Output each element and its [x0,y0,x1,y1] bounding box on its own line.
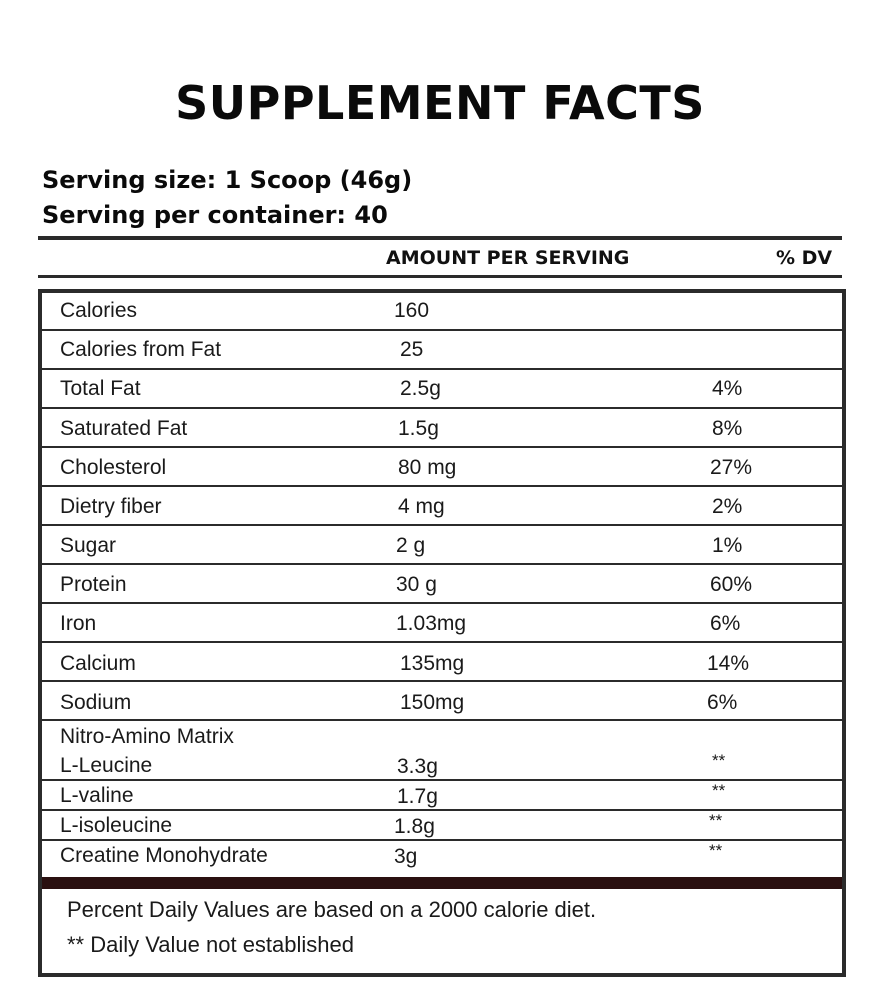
table-row: L-isoleucine 1.8g ** [42,811,842,841]
table-row: Dietry fiber 4 mg 2% [42,487,842,526]
divider-header [38,275,842,278]
row-dv: ** [709,841,723,860]
row-name: L-isoleucine [60,814,173,837]
row-dv: ** [712,781,726,800]
row-name: Calcium [60,652,136,675]
row-amount: 80 mg [398,456,457,479]
row-amount: 30 g [396,573,437,596]
row-name: L-Leucine [60,754,153,777]
row-amount: 160 [394,299,430,322]
row-amount: 25 [400,338,424,361]
table-row: Protein 30 g 60% [42,565,842,604]
header-dv: % DV [776,247,833,269]
table-row: Total Fat 2.5g 4% [42,370,842,409]
row-dv: ** [712,751,726,770]
footer-divider [42,877,842,889]
row-dv: 4% [712,377,743,400]
row-name: L-valine [60,784,134,807]
row-amount: 3.3g [397,755,438,778]
row-name: Calories [60,299,138,322]
table-row: Calcium 135mg 14% [42,643,842,682]
row-name: Total Fat [60,377,141,400]
footnote-daily-values: Percent Daily Values are based on a 2000… [67,897,597,922]
page-title: SUPPLEMENT FACTS [175,76,705,130]
servings-per-container: Serving per container: 40 [42,201,388,229]
row-dv: 6% [710,612,741,635]
header-amount: AMOUNT PER SERVING [386,247,630,269]
row-dv: 14% [707,652,750,675]
row-amount: 2.5g [400,377,441,400]
table-row: Calories 160 [42,293,842,331]
row-amount: 1.03mg [396,612,467,635]
row-amount: 1.7g [397,785,438,808]
table-row: Sodium 150mg 6% [42,682,842,721]
row-name: Protein [60,573,127,596]
row-name: Sugar [60,534,117,557]
row-amount: 135mg [400,652,465,675]
row-name: Calories from Fat [60,338,222,361]
row-amount: 2 g [396,534,426,557]
table-row: Iron 1.03mg 6% [42,604,842,643]
table-row: L-Leucine 3.3g ** [42,751,842,781]
serving-size: Serving size: 1 Scoop (46g) [42,166,413,194]
row-name: Cholesterol [60,456,167,479]
row-dv: ** [709,811,723,830]
row-name: Nitro-Amino Matrix [60,725,234,748]
footnote-not-established: ** Daily Value not established [67,932,354,957]
table-row: Creatine Monohydrate 3g ** [42,841,842,871]
table-row: Saturated Fat 1.5g 8% [42,409,842,448]
row-name: Creatine Monohydrate [60,844,268,867]
row-dv: 60% [710,573,753,596]
row-name: Iron [60,612,97,635]
row-dv: 27% [710,456,753,479]
table-row: Cholesterol 80 mg 27% [42,448,842,487]
divider-top [38,236,842,240]
row-dv: 6% [707,691,738,714]
row-amount: 3g [394,845,418,868]
row-name: Sodium [60,691,132,714]
table-row: Calories from Fat 25 [42,331,842,370]
row-amount: 4 mg [398,495,445,518]
facts-table: Calories 160 Calories from Fat 25 Total … [38,289,846,977]
row-name: Dietry fiber [60,495,162,518]
row-name: Saturated Fat [60,417,188,440]
row-amount: 1.8g [394,815,435,838]
table-row: Nitro-Amino Matrix [42,721,842,751]
row-dv: 1% [712,534,743,557]
table-row: Sugar 2 g 1% [42,526,842,565]
row-dv: 8% [712,417,743,440]
row-amount: 1.5g [398,417,439,440]
row-dv: 2% [712,495,743,518]
row-amount: 150mg [400,691,465,714]
table-row: L-valine 1.7g ** [42,781,842,811]
